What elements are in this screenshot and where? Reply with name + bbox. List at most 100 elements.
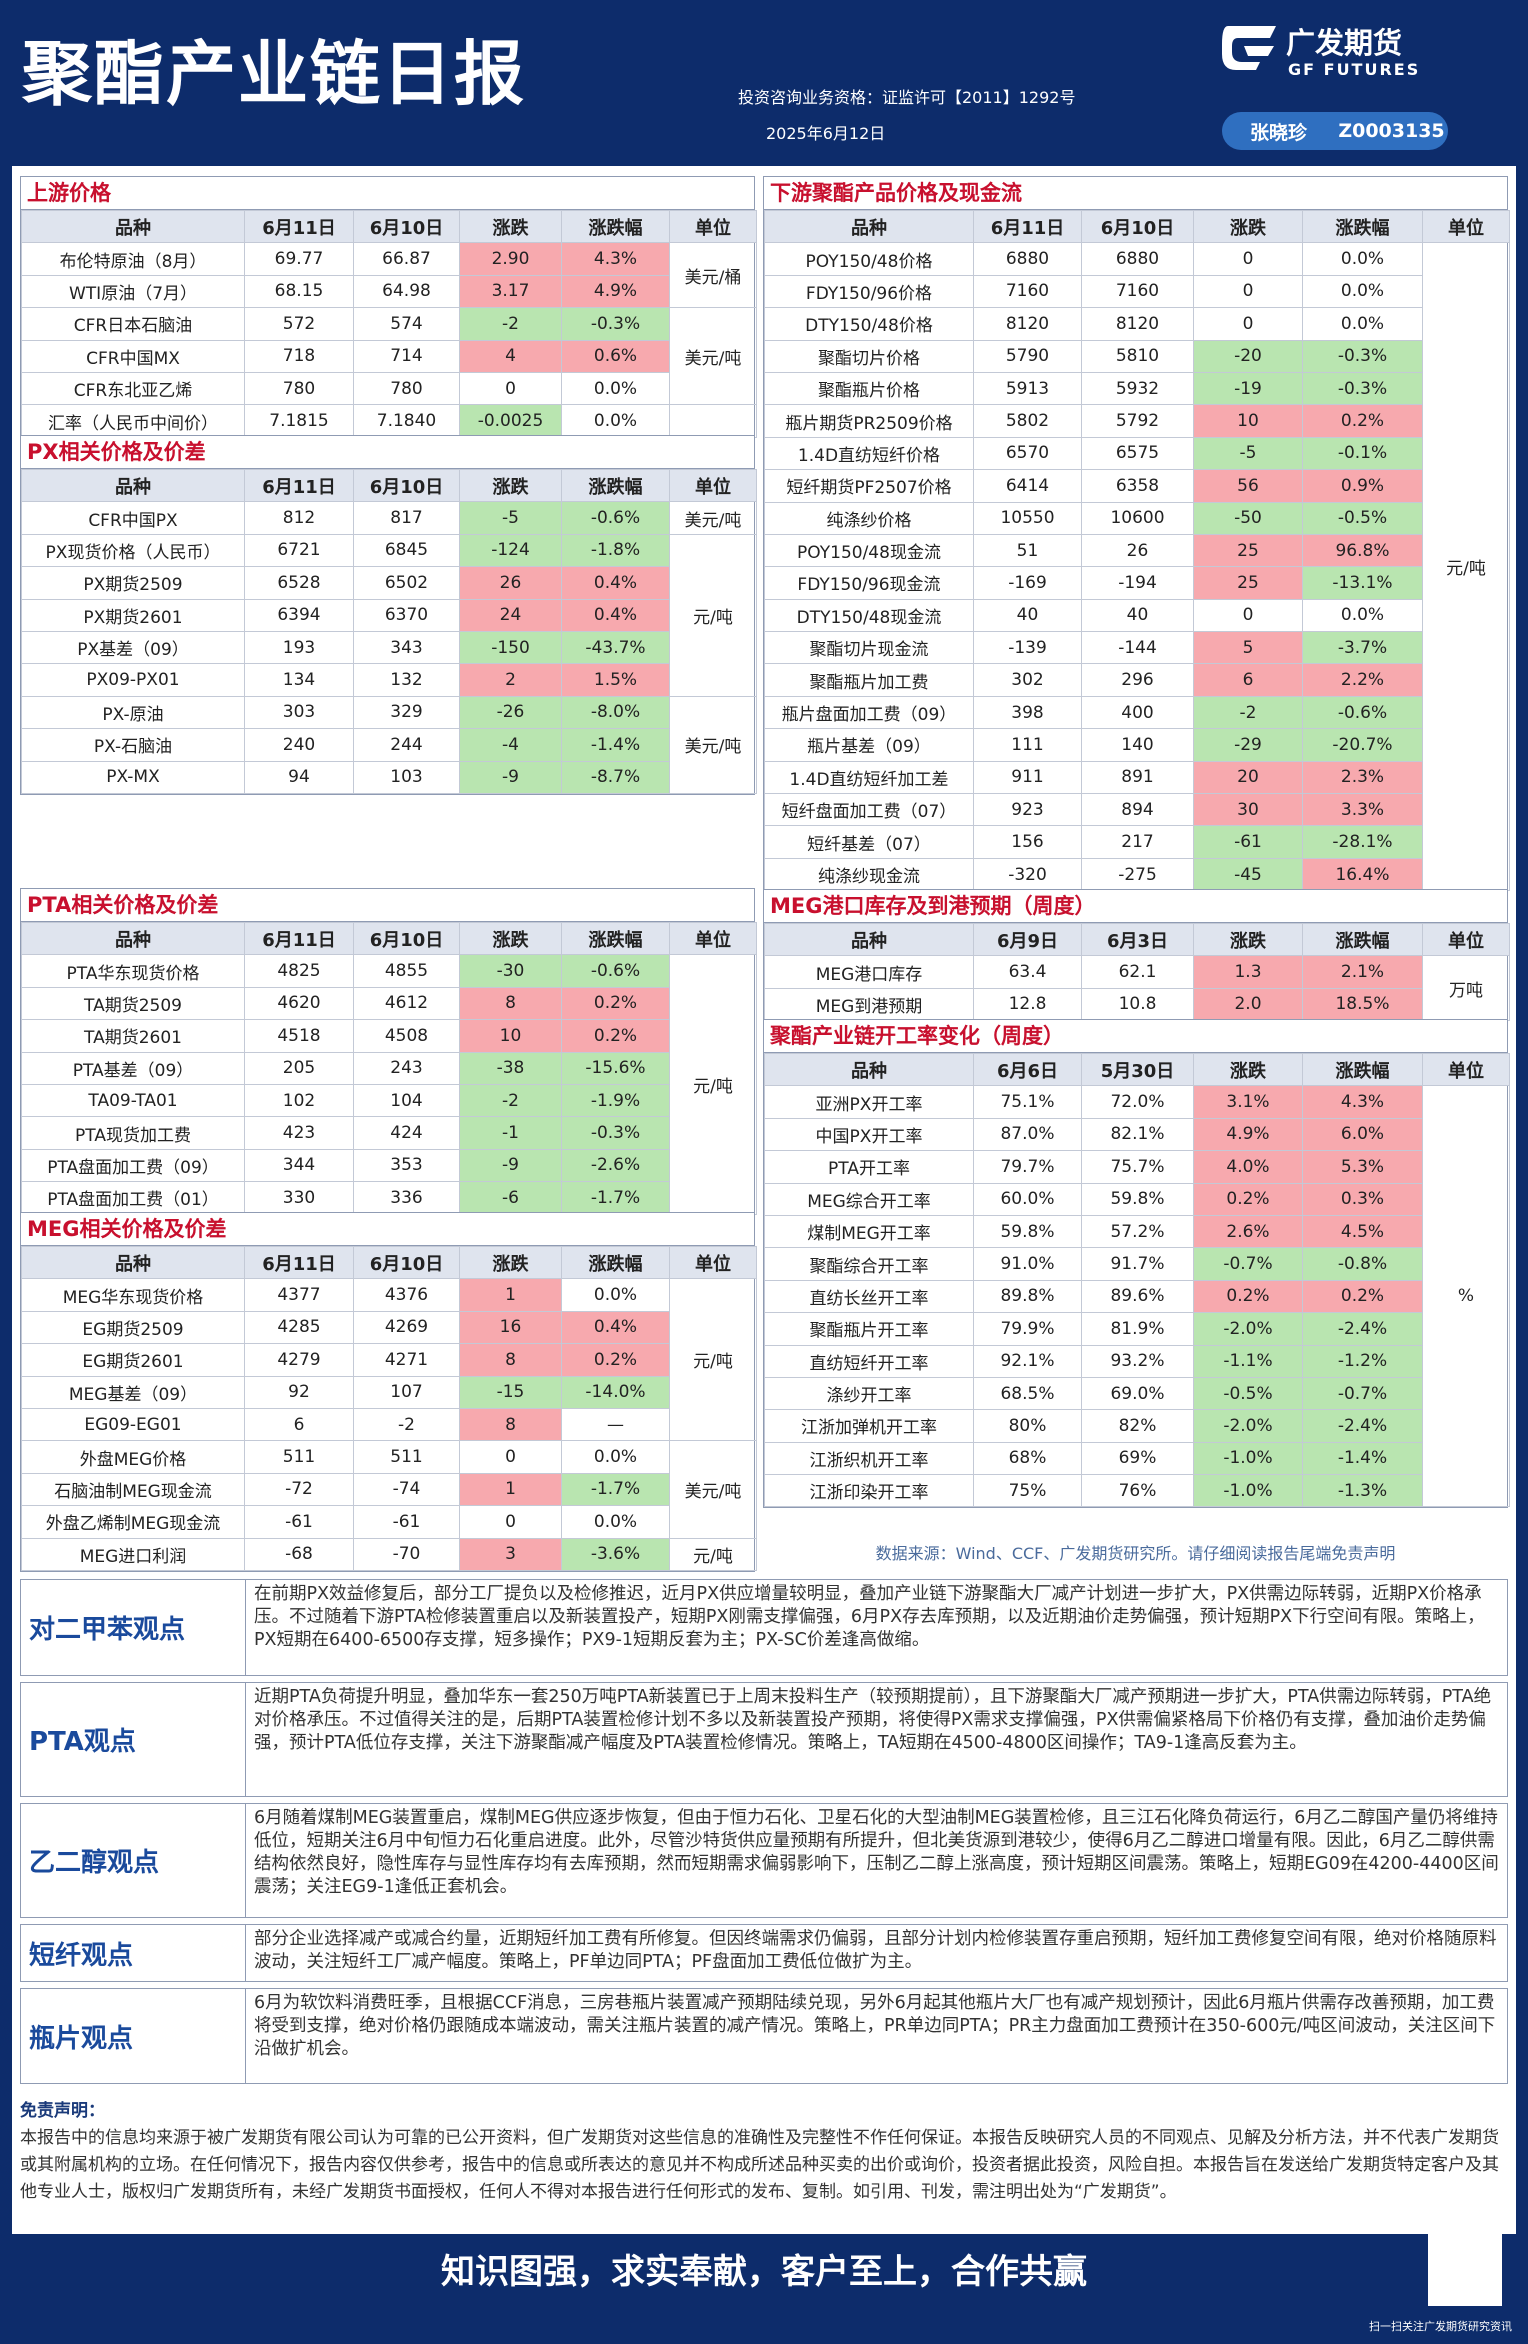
item-name: 中国PX开工率: [764, 1117, 974, 1152]
item-name: DTY150/48现金流: [764, 598, 974, 633]
cell-value: 8120: [973, 307, 1082, 341]
item-name: 短纤基差（07）: [764, 825, 974, 859]
cell-value: 51: [973, 533, 1082, 568]
logo: 广发期货 GF FUTURES: [1220, 18, 1460, 88]
cell-value: -1.8%: [561, 533, 670, 568]
data-row: 纯涤纱现金流 -320 -275 -45 16.4%: [764, 857, 1510, 892]
cell-value: 59.8%: [973, 1214, 1082, 1249]
cell-value: 4376: [353, 1278, 460, 1312]
data-row: MEG基差（09） 92 107 -15 -14.0%: [21, 1375, 757, 1409]
cell-value: 8: [459, 986, 562, 1021]
cell-value: 0.9%: [1302, 469, 1423, 503]
cell-value: —: [561, 1407, 670, 1442]
cell-value: -1.2%: [1302, 1344, 1423, 1378]
data-row: 聚酯瓶片开工率 79.9% 81.9% -2.0% -2.4%: [764, 1312, 1510, 1346]
data-row: MEG华东现货价格 4377 4376 1 0.0% 元/吨: [21, 1278, 757, 1442]
cell-value: 6: [1193, 663, 1303, 697]
view-label: PTA观点: [21, 1683, 246, 1796]
data-row: PX现货价格（人民币） 6721 6845 -124 -1.8% 元/吨: [21, 533, 757, 697]
column-header: 品种: [21, 1245, 245, 1280]
cell-value: 714: [353, 339, 460, 373]
cell-value: 0: [1193, 274, 1303, 309]
data-row: PX-原油 303 329 -26 -8.0% 美元/吨: [21, 695, 757, 794]
cell-value: -2.4%: [1302, 1409, 1423, 1443]
item-name: 涤纱开工率: [764, 1376, 974, 1411]
column-header: 6月9日: [973, 922, 1082, 957]
item-name: 1.4D直纺短纤加工差: [764, 760, 974, 795]
item-name: POY150/48价格: [764, 242, 974, 276]
item-name: 聚酯瓶片价格: [764, 371, 974, 406]
cell-value: 4855: [353, 954, 460, 988]
cell-value: 296: [1081, 663, 1194, 697]
item-name: FDY150/96现金流: [764, 566, 974, 600]
cell-value: -169: [973, 566, 1082, 600]
data-row: 直纺短纤开工率 92.1% 93.2% -1.1% -1.2%: [764, 1344, 1510, 1378]
cell-value: 20: [1193, 760, 1303, 795]
item-name: 汇率（人民币中间价）: [21, 404, 245, 438]
cell-value: -29: [1193, 728, 1303, 762]
cell-value: 79.9%: [973, 1312, 1082, 1346]
cell-value: 0.0%: [561, 404, 670, 438]
data-row: CFR中国PX 812 817 -5 -0.6% 美元/吨: [21, 501, 757, 535]
cell-value: -0.3%: [1302, 371, 1423, 406]
cell-value: 89.8%: [973, 1279, 1082, 1314]
cell-value: 25: [1193, 566, 1303, 600]
data-row: 江浙印染开工率 75% 76% -1.0% -1.3%: [764, 1474, 1510, 1508]
data-row: PTA盘面加工费（01） 330 336 -6 -1.7%: [21, 1181, 757, 1215]
header-row: 品种 6月9日 6月3日 涨跌 涨跌幅 单位: [764, 922, 1510, 957]
cell-value: 10550: [973, 501, 1082, 535]
cell-value: 69.77: [244, 242, 354, 276]
data-table: 品种 6月6日 5月30日 涨跌 涨跌幅 单位 亚洲PX开工率 75.1% 72.0% 3.1% 4…: [764, 1052, 1510, 1508]
cell-value: 6414: [973, 469, 1082, 503]
cell-value: 0.6%: [561, 339, 670, 373]
cell-value: 18.5%: [1302, 987, 1423, 1022]
cell-value: 3.1%: [1193, 1085, 1303, 1119]
cell-value: 0: [1193, 598, 1303, 633]
cell-value: 40: [973, 598, 1082, 633]
cell-value: 10: [459, 1019, 562, 1053]
cell-value: 0.4%: [561, 566, 670, 600]
data-row: PX-MX 94 103 -9 -8.7%: [21, 760, 757, 794]
column-header: 6月11日: [244, 921, 354, 956]
data-row: EG09-EG01 6 -2 8—: [21, 1407, 757, 1442]
logo-cn: 广发期货: [1286, 26, 1403, 60]
cell-value: 25: [1193, 533, 1303, 568]
cell-value: 0: [1193, 242, 1303, 276]
header-row: 品种 6月11日 6月10日 涨跌 涨跌幅 单位: [21, 921, 757, 956]
cell-value: -1.7%: [561, 1181, 670, 1215]
column-header: 单位: [1422, 922, 1510, 957]
logo-en: GF FUTURES: [1288, 60, 1421, 79]
data-row: PTA盘面加工费（09） 344 353 -9 -2.6%: [21, 1148, 757, 1183]
cell-value: 718: [244, 339, 354, 373]
cell-value: -61: [1193, 825, 1303, 859]
disclaimer-title: 免责声明：: [20, 2101, 105, 2121]
cell-value: -320: [973, 857, 1082, 892]
data-row: TA期货2509 4620 4612 8 0.2%: [21, 986, 757, 1021]
cell-value: 0.0%: [561, 1440, 670, 1474]
item-name: PTA现货加工费: [21, 1116, 245, 1150]
data-row: 外盘MEG价格 511 511 0 0.0% 美元/吨: [21, 1440, 757, 1539]
cell-value: 1.5%: [561, 663, 670, 697]
cell-value: -139: [973, 631, 1082, 665]
cell-value: 6845: [353, 533, 460, 568]
column-header: 单位: [669, 468, 757, 503]
cell-value: -30: [459, 954, 562, 988]
cell-value: 1: [459, 1472, 562, 1507]
cell-value: 7.1815: [244, 404, 354, 438]
section-title: PTA相关价格及价差: [21, 889, 754, 922]
view-label: 对二甲苯观点: [21, 1580, 246, 1675]
cell-value: -0.3%: [1302, 339, 1423, 373]
cell-value: 5913: [973, 371, 1082, 406]
cell-value: 75%: [973, 1474, 1082, 1508]
data-row: 聚酯综合开工率 91.0% 91.7% -0.7% -0.8%: [764, 1247, 1510, 1281]
cell-value: -15: [459, 1375, 562, 1409]
cell-value: -19: [1193, 371, 1303, 406]
item-name: 江浙织机开工率: [764, 1441, 974, 1476]
cell-value: 8: [459, 1407, 562, 1442]
cell-value: 7160: [1081, 274, 1194, 309]
cell-value: 1.3: [1193, 955, 1303, 989]
cell-value: 4377: [244, 1278, 354, 1312]
header-row: 品种 6月6日 5月30日 涨跌 涨跌幅 单位: [764, 1052, 1510, 1087]
cell-value: 60.0%: [973, 1182, 1082, 1216]
cell-value: 5790: [973, 339, 1082, 373]
